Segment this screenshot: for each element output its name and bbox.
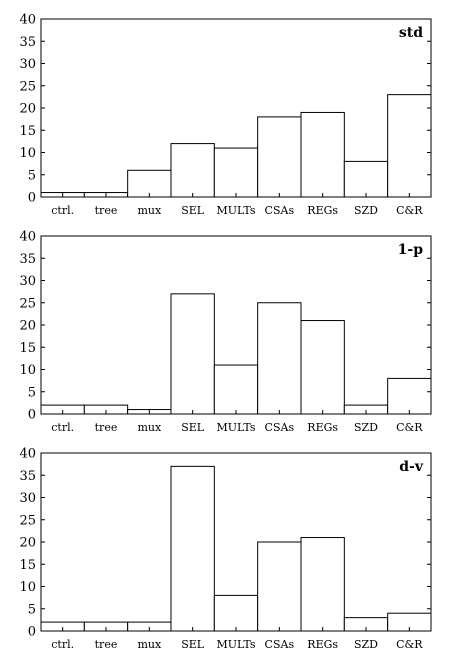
x-category-label: SEL	[181, 421, 205, 434]
chart-panel-3: 0 5 10 15 20 25 30 35 40 ctrl. tree mux SEL MULTs CSAs…	[19, 447, 432, 651]
y-tick-label: 0	[28, 408, 36, 423]
y-tick-label: 10	[19, 146, 36, 161]
bar-3-7	[300, 537, 345, 632]
x-category-label: SZD	[354, 204, 378, 217]
x-category-label: tree	[95, 204, 118, 217]
chart-panel-2: 0 5 10 15 20 25 30 35 40 ctrl. tree mux SEL MULTs CSAs…	[19, 230, 432, 434]
x-category-label: ctrl.	[51, 421, 74, 434]
bar-1-4	[170, 143, 215, 198]
bar-2-5	[213, 364, 259, 415]
y-tick-label: 35	[19, 35, 36, 50]
y-tick-label: 40	[19, 230, 36, 245]
y-tick-label: 5	[28, 385, 36, 400]
bar-2-4	[170, 293, 215, 415]
panel-title: 1-p	[398, 242, 424, 258]
y-tick-label: 10	[19, 580, 36, 595]
bar-1-8	[343, 160, 389, 198]
y-tick-label: 20	[19, 102, 36, 117]
y-tick-label: 25	[19, 513, 36, 528]
bar-1-3	[127, 169, 172, 198]
x-category-label: CSAs	[265, 421, 295, 434]
y-tick-label: 25	[19, 79, 36, 94]
chart-panel-1: 0 5 10 15 20 25 30 35 40 ctrl. tree mux SEL MULTs CSAs…	[19, 13, 432, 217]
x-category-label: ctrl.	[51, 638, 74, 651]
y-tick-label: 15	[19, 124, 36, 139]
y-tick-label: 35	[19, 252, 36, 267]
y-tick-label: 15	[19, 341, 36, 356]
panel-title: std	[399, 25, 423, 41]
x-category-label: mux	[137, 204, 162, 217]
bar-2-6	[257, 302, 302, 415]
x-category-label: REGs	[307, 421, 338, 434]
x-category-label: CSAs	[265, 638, 295, 651]
x-category-label: REGs	[307, 638, 338, 651]
y-tick-label: 25	[19, 296, 36, 311]
bar-2-9	[387, 377, 432, 415]
y-tick-label: 5	[28, 602, 36, 617]
y-tick-label: 10	[19, 363, 36, 378]
panel-title: d-v	[399, 459, 424, 475]
x-category-label: MULTs	[216, 638, 255, 651]
x-category-label: MULTs	[216, 421, 255, 434]
x-category-label: C&R	[396, 204, 423, 217]
x-category-label: SEL	[181, 638, 205, 651]
y-tick-label: 20	[19, 536, 36, 551]
x-category-label: SZD	[354, 638, 378, 651]
x-category-label: mux	[137, 638, 162, 651]
y-tick-label: 5	[28, 168, 36, 183]
x-category-label: REGs	[307, 204, 338, 217]
x-category-label: CSAs	[265, 204, 295, 217]
y-tick-label: 15	[19, 558, 36, 573]
y-tick-label: 30	[19, 57, 36, 72]
y-tick-label: 40	[19, 13, 36, 28]
x-category-label: C&R	[396, 421, 423, 434]
bar-3-4	[170, 465, 215, 632]
x-category-label: SEL	[181, 204, 205, 217]
y-tick-label: 40	[19, 447, 36, 462]
bar-1-7	[300, 111, 345, 198]
x-category-label: tree	[95, 421, 118, 434]
y-tick-label: 0	[28, 625, 36, 640]
bar-3-6	[257, 541, 302, 632]
bar-1-9	[387, 94, 432, 198]
bar-1-6	[257, 116, 302, 198]
y-tick-label: 30	[19, 274, 36, 289]
y-tick-label: 35	[19, 469, 36, 484]
x-category-label: mux	[137, 421, 162, 434]
x-category-label: tree	[95, 638, 118, 651]
bar-3-5	[213, 594, 259, 632]
bar-2-7	[300, 320, 345, 415]
y-tick-label: 0	[28, 191, 36, 206]
bar-1-5	[213, 147, 259, 198]
y-tick-label: 30	[19, 491, 36, 506]
x-category-label: ctrl.	[51, 204, 74, 217]
x-category-label: MULTs	[216, 204, 255, 217]
x-category-label: C&R	[396, 638, 423, 651]
x-category-label: SZD	[354, 421, 378, 434]
y-tick-label: 20	[19, 319, 36, 334]
